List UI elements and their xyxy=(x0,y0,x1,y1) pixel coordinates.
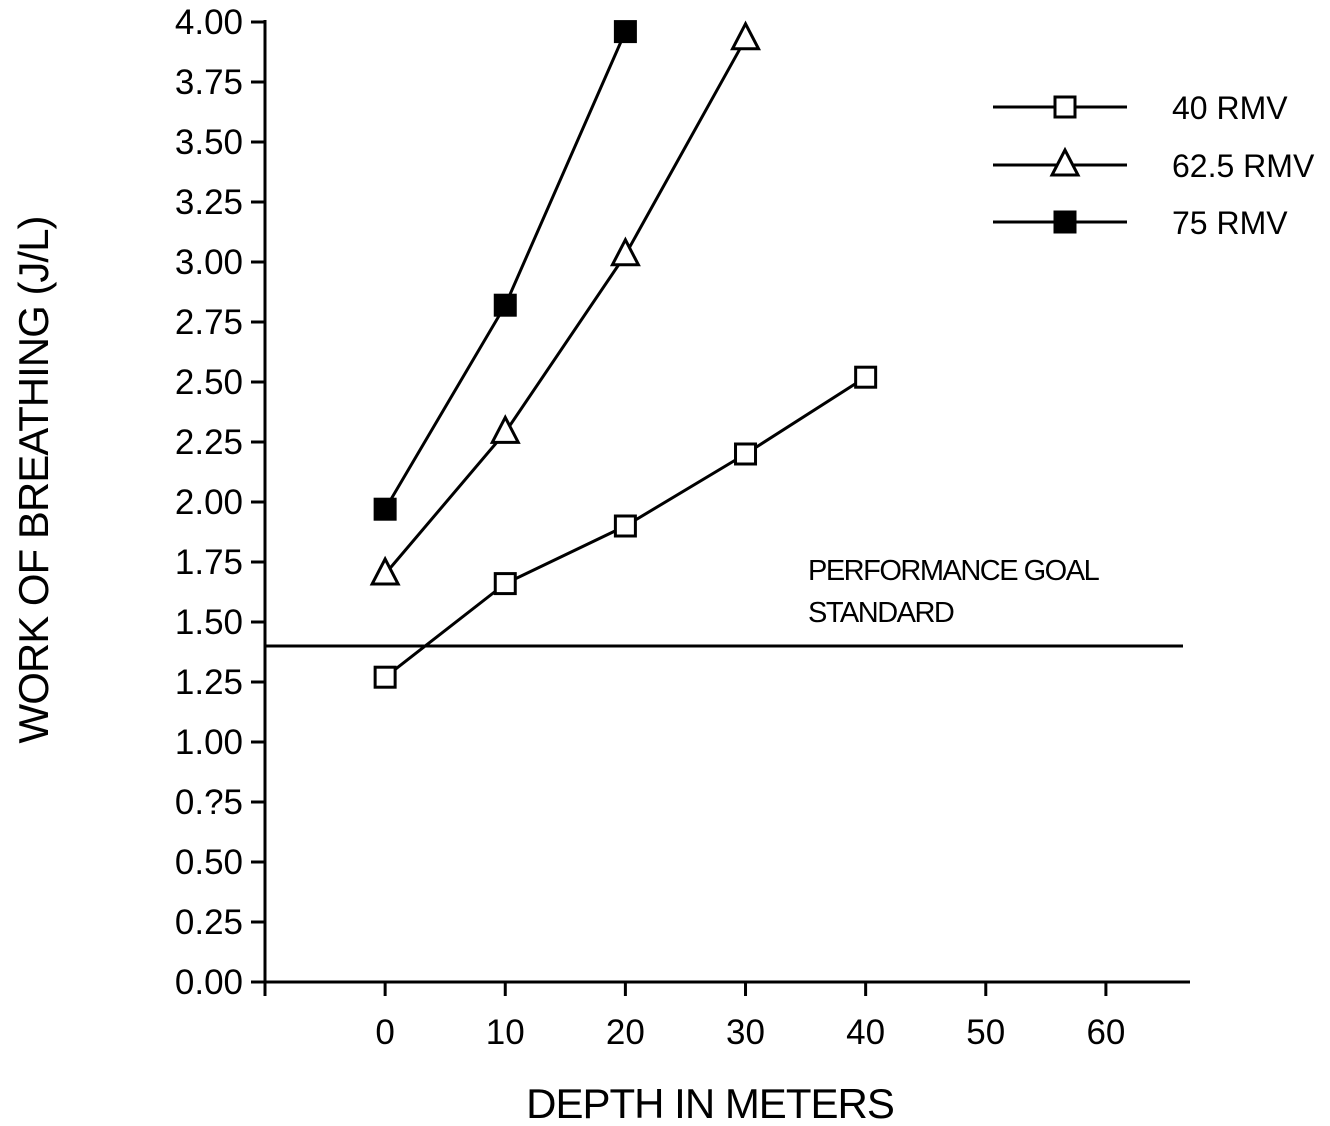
performance-goal-standard: PERFORMANCE GOAL STANDARD xyxy=(265,555,1183,648)
filled-square-marker xyxy=(1053,210,1077,234)
open-triangle-marker xyxy=(609,236,641,267)
open-triangle-marker xyxy=(730,20,761,51)
y-ticks: 0.00 0.25 0.50 0.?5 1.00 1.25 1.50 1.75 2.00 2.25… xyxy=(175,3,265,1002)
series-1 xyxy=(373,365,878,689)
y-tick-label: 1.00 xyxy=(175,723,243,762)
legend-label: 40 RMV xyxy=(1172,90,1288,126)
x-tick-label: 40 xyxy=(846,1013,885,1052)
filled-square-marker xyxy=(493,293,517,317)
x-tick-label: 30 xyxy=(726,1013,765,1052)
open-triangle-marker xyxy=(1049,146,1081,177)
legend-entry: 40 RMV xyxy=(993,90,1288,126)
y-axis-title: WORK OF BREATHING (J/L) xyxy=(10,217,57,744)
filled-square-marker xyxy=(373,497,397,521)
legend-entry: 75 RMV xyxy=(993,205,1288,241)
y-tick-label: 0.?5 xyxy=(175,783,243,822)
y-tick-label: 2.75 xyxy=(175,303,243,342)
series xyxy=(369,20,878,689)
x-tick-label: 50 xyxy=(966,1013,1005,1052)
y-tick-label: 1.25 xyxy=(175,663,243,702)
axes xyxy=(263,20,1190,996)
legend-entry: 62.5 RMV xyxy=(993,146,1315,184)
x-ticks: 0 10 20 30 40 50 60 xyxy=(375,982,1125,1052)
x-axis-title: DEPTH IN METERS xyxy=(526,1080,894,1126)
open-square-marker xyxy=(1053,95,1077,119)
y-tick-label: 1.75 xyxy=(175,543,243,582)
legend: 40 RMV 62.5 RMV 75 RMV xyxy=(993,90,1315,241)
y-tick-label: 2.00 xyxy=(175,483,243,522)
open-triangle-marker xyxy=(369,555,401,586)
x-tick-label: 0 xyxy=(375,1013,394,1052)
performance-goal-label-line-2: STANDARD xyxy=(808,597,954,629)
open-triangle-marker xyxy=(489,414,521,444)
legend-label: 75 RMV xyxy=(1172,205,1288,241)
y-tick-label: 3.50 xyxy=(175,123,243,162)
x-tick-label: 10 xyxy=(486,1013,525,1052)
series-3 xyxy=(373,20,637,521)
open-square-marker xyxy=(854,365,878,389)
y-tick-label: 2.50 xyxy=(175,363,243,402)
y-tick-label: 0.25 xyxy=(175,903,243,942)
y-tick-label: 4.00 xyxy=(175,3,243,42)
y-tick-label: 0.50 xyxy=(175,843,243,882)
series-line xyxy=(383,38,747,575)
series-2 xyxy=(369,20,761,586)
open-square-marker xyxy=(493,572,517,596)
open-square-marker xyxy=(373,665,397,689)
x-tick-label: 60 xyxy=(1086,1013,1125,1052)
y-tick-label: 3.00 xyxy=(175,243,243,282)
y-tick-label: 1.50 xyxy=(175,603,243,642)
x-tick-label: 20 xyxy=(606,1013,645,1052)
y-tick-label: 3.25 xyxy=(175,183,243,222)
legend-label: 62.5 RMV xyxy=(1172,148,1315,184)
open-square-marker xyxy=(734,442,758,466)
performance-goal-label-line-1: PERFORMANCE GOAL xyxy=(808,555,1100,587)
y-tick-label: 2.25 xyxy=(175,423,243,462)
filled-square-marker xyxy=(613,20,637,44)
y-tick-label: 3.75 xyxy=(175,63,243,102)
open-square-marker xyxy=(613,514,637,538)
y-tick-label: 0.00 xyxy=(175,963,243,1002)
